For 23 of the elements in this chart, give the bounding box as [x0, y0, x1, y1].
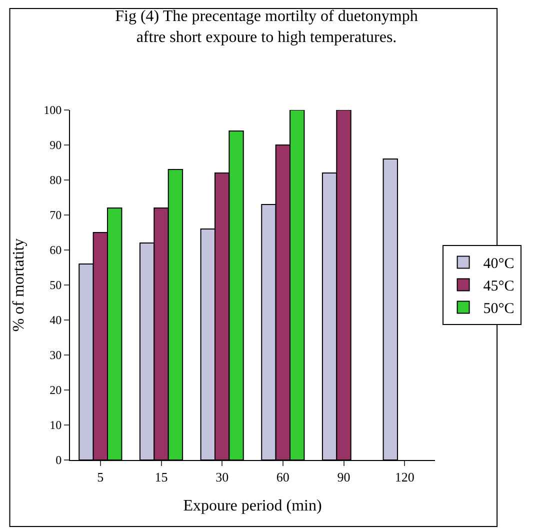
- y-tick-label: 10: [50, 418, 62, 432]
- x-tick-label: 30: [216, 470, 229, 485]
- x-tick-label: 5: [97, 470, 104, 485]
- chart-title: Fig (4) The precentage mortilty of duetonymph aftre short expoure to high temperatures.: [115, 8, 418, 46]
- x-tick-label: 15: [154, 470, 168, 485]
- y-tick-label: 50: [50, 278, 62, 292]
- x-axis-title: Expoure period (min): [183, 497, 322, 514]
- x-tick-label: 90: [337, 470, 350, 485]
- x-tick-label: 60: [276, 470, 290, 485]
- y-axis-title: % of mortatity: [10, 238, 28, 332]
- legend-label: 50°C: [483, 301, 514, 318]
- y-tick-label: 90: [50, 138, 62, 152]
- legend-label: 40°C: [483, 256, 514, 272]
- y-tick-label: 40: [50, 313, 62, 328]
- x-tick-label: 120: [394, 470, 414, 485]
- y-tick-label: 60: [50, 243, 62, 258]
- legend-label: 45°C: [483, 278, 514, 295]
- y-tick-label: 80: [50, 173, 62, 188]
- y-tick-label: 20: [50, 383, 62, 398]
- y-tick-label: 30: [50, 348, 62, 362]
- y-tick-label: 100: [44, 103, 62, 118]
- y-tick-label: 0: [56, 453, 62, 468]
- y-tick-label: 70: [50, 208, 62, 222]
